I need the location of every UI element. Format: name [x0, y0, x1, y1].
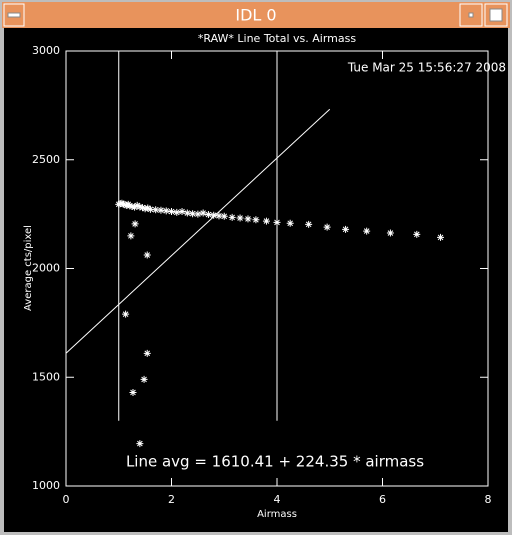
point: [183, 209, 191, 217]
point: [115, 200, 123, 208]
point: [128, 203, 136, 211]
point: [215, 212, 223, 220]
point: [173, 208, 181, 216]
point: [146, 205, 154, 213]
point: [152, 206, 160, 214]
point: [119, 200, 127, 208]
y-tick-label: 2500: [32, 153, 60, 166]
y-tick-label: 2000: [32, 262, 60, 275]
point: [162, 207, 170, 215]
date-stamp: Tue Mar 25 15:56:27 2008: [347, 61, 506, 75]
point: [136, 440, 144, 448]
minimize-icon: [468, 12, 474, 18]
title-bar: [2, 2, 510, 28]
x-tick-label: 2: [168, 493, 175, 506]
point: [236, 214, 244, 222]
point: [127, 232, 135, 240]
x-tick-label: 6: [379, 493, 386, 506]
chart-title: *RAW* Line Total vs. Airmass: [198, 32, 356, 45]
y-tick-label: 1000: [32, 479, 60, 492]
point: [168, 208, 175, 216]
y-tick-label: 1500: [32, 370, 60, 383]
point: [220, 212, 228, 220]
fit-line: [65, 108, 331, 354]
point: [323, 223, 331, 231]
point: [204, 211, 212, 219]
point: [413, 230, 421, 238]
point: [118, 199, 126, 207]
point: [144, 204, 152, 212]
plot-canvas: [4, 28, 508, 532]
point: [141, 205, 149, 213]
point: [262, 217, 270, 225]
point: [252, 216, 260, 224]
point: [228, 213, 236, 221]
point: [129, 388, 137, 396]
point: [126, 202, 134, 210]
point: [244, 215, 252, 223]
point: [194, 210, 202, 218]
maximize-icon: [489, 8, 503, 22]
point: [210, 211, 218, 219]
point: [131, 203, 139, 211]
point: [157, 206, 165, 214]
point: [138, 204, 146, 212]
x-axis-label: Airmass: [257, 509, 297, 520]
point: [363, 227, 371, 235]
point: [143, 349, 151, 357]
point: [122, 310, 130, 318]
point: [131, 220, 139, 228]
point: [189, 210, 197, 218]
point: [136, 203, 144, 211]
menu-icon: [7, 12, 21, 18]
point: [386, 229, 394, 237]
point: [342, 225, 350, 233]
point: [305, 220, 313, 228]
x-tick-label: 0: [63, 493, 70, 506]
point: [437, 233, 445, 241]
point: [286, 219, 294, 227]
window-title: IDL 0: [235, 6, 276, 25]
y-axis-label: Average cts/pixel: [23, 225, 34, 311]
y-tick-label: 3000: [32, 44, 60, 57]
x-tick-label: 4: [274, 493, 281, 506]
point: [273, 218, 281, 226]
point: [133, 201, 141, 209]
point: [140, 375, 148, 383]
point: [143, 251, 151, 259]
x-tick-label: 8: [485, 493, 492, 506]
point: [199, 209, 207, 217]
fit-annotation: Line avg = 1610.41 + 224.35 * airmass: [126, 453, 424, 471]
point: [178, 208, 186, 216]
